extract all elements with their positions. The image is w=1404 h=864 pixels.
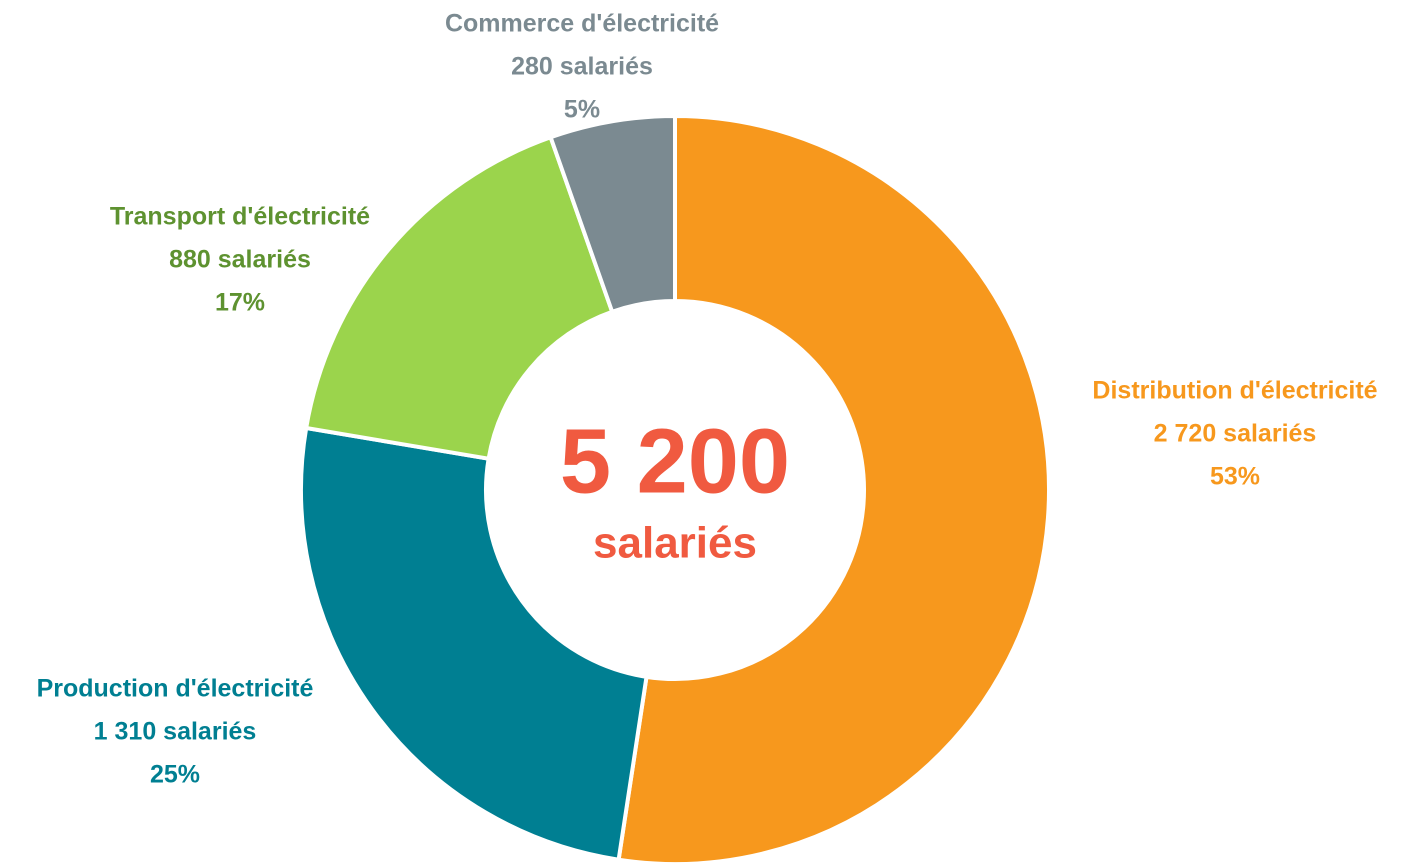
center-unit: salariés bbox=[593, 519, 757, 568]
slice-value-label: 280 salariés bbox=[511, 53, 653, 81]
slice-percent-label: 25% bbox=[150, 761, 200, 789]
slice-label: Commerce d'électricité bbox=[445, 10, 719, 38]
slice-value-label: 2 720 salariés bbox=[1154, 420, 1317, 448]
donut-slice bbox=[303, 134, 615, 461]
slice-percent-label: 53% bbox=[1210, 463, 1260, 491]
donut-slice bbox=[616, 113, 1051, 864]
donut-slice bbox=[299, 425, 649, 863]
slice-value-label: 1 310 salariés bbox=[94, 718, 257, 746]
slice-value-label: 880 salariés bbox=[169, 246, 311, 274]
center-total: 5 200 bbox=[560, 410, 790, 512]
slice-percent-label: 17% bbox=[215, 289, 265, 317]
slice-label: Production d'électricité bbox=[37, 675, 314, 703]
slice-percent-label: 5% bbox=[564, 96, 600, 124]
slice-label: Transport d'électricité bbox=[110, 203, 370, 231]
donut-slice bbox=[548, 113, 677, 315]
slice-label: Distribution d'électricité bbox=[1092, 377, 1377, 405]
